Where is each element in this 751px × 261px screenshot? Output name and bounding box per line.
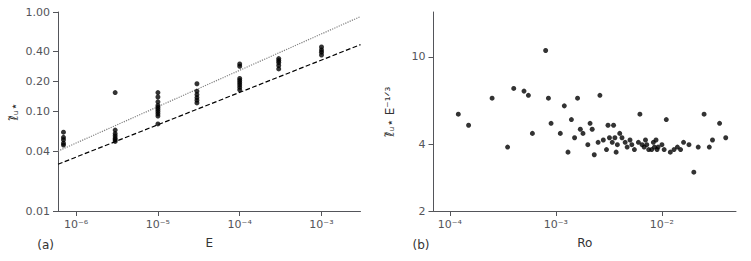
svg-text:10⁻⁴: 10⁻⁴ — [438, 218, 463, 231]
svg-text:10: 10 — [412, 50, 426, 63]
svg-text:10⁻⁵: 10⁻⁵ — [146, 218, 170, 231]
svg-text:4: 4 — [419, 138, 426, 151]
svg-text:0.04: 0.04 — [26, 145, 51, 158]
svg-text:0.40: 0.40 — [26, 45, 51, 58]
svg-text:10⁻³: 10⁻³ — [544, 218, 568, 231]
svg-text:2: 2 — [419, 205, 426, 218]
svg-text:Ro: Ro — [577, 236, 592, 250]
svg-text:0.20: 0.20 — [26, 75, 51, 88]
svg-text:ℓ̃ᵤ⋆ E⁻¹ᐟ³: ℓ̃ᵤ⋆ E⁻¹ᐟ³ — [383, 86, 397, 137]
svg-text:10⁻²: 10⁻² — [650, 218, 674, 231]
svg-text:ℓ̃ᵤ⋆: ℓ̃ᵤ⋆ — [7, 103, 21, 121]
svg-text:0.10: 0.10 — [26, 105, 51, 118]
svg-text:0.01: 0.01 — [26, 205, 51, 218]
svg-text:E: E — [205, 236, 213, 250]
svg-text:10⁻³: 10⁻³ — [309, 218, 333, 231]
svg-text:10⁻⁴: 10⁻⁴ — [228, 218, 253, 231]
svg-text:(b): (b) — [413, 238, 430, 252]
svg-text:(a): (a) — [37, 238, 54, 252]
svg-text:1.00: 1.00 — [26, 6, 51, 19]
svg-text:10⁻⁶: 10⁻⁶ — [64, 218, 89, 231]
